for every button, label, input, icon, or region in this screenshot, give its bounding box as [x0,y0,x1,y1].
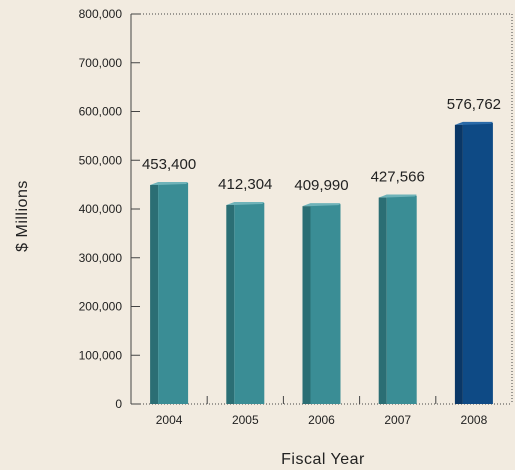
data-label: 427,566 [371,169,425,186]
x-axis-title: Fiscal Year [281,451,365,468]
y-tick-label: 500,000 [79,153,123,167]
bar-2008 [454,121,493,404]
bar-2006 [302,203,341,404]
bar-2004 [150,181,189,404]
data-label: 453,400 [142,156,196,173]
y-axis-title: $ Millions [14,180,31,252]
data-label: 409,990 [294,177,348,194]
x-tick-label: 2006 [308,413,335,427]
bar-face [234,203,265,404]
y-tick-label: 0 [115,397,122,411]
bar-top [226,202,265,206]
bar-face [310,204,341,404]
bar-2005 [226,202,265,404]
chart-labels: 0 100,000 200,000 300,000 400,000 500,000 600,… [79,7,501,427]
y-tick-label: 100,000 [79,348,123,362]
bar-side [302,206,311,404]
bar-side [226,205,235,404]
x-tick-label: 2005 [232,413,259,427]
bar-top [150,181,189,185]
bar-face [462,122,493,404]
y-tick-label: 200,000 [79,300,123,314]
bar-side [150,184,159,404]
y-tick-label: 400,000 [79,202,123,216]
bar-top [378,194,417,198]
y-tick-label: 800,000 [79,7,123,21]
x-tick-label: 2008 [461,413,488,427]
y-tick-label: 700,000 [79,56,123,70]
bar-face [386,195,417,404]
chart-bars [150,121,493,404]
chart-axes [130,13,513,405]
bar-side [378,197,387,404]
x-tick-label: 2004 [156,413,183,427]
y-tick-label: 600,000 [79,105,123,119]
y-tick-label: 300,000 [79,251,123,265]
x-tick-label: 2007 [384,413,411,427]
bar-top [302,203,341,207]
data-label: 576,762 [447,96,501,113]
data-label: 412,304 [218,176,272,193]
bar-side [454,124,463,404]
bar-top [454,121,493,125]
bar-2007 [378,194,417,404]
bar-face [158,182,189,404]
